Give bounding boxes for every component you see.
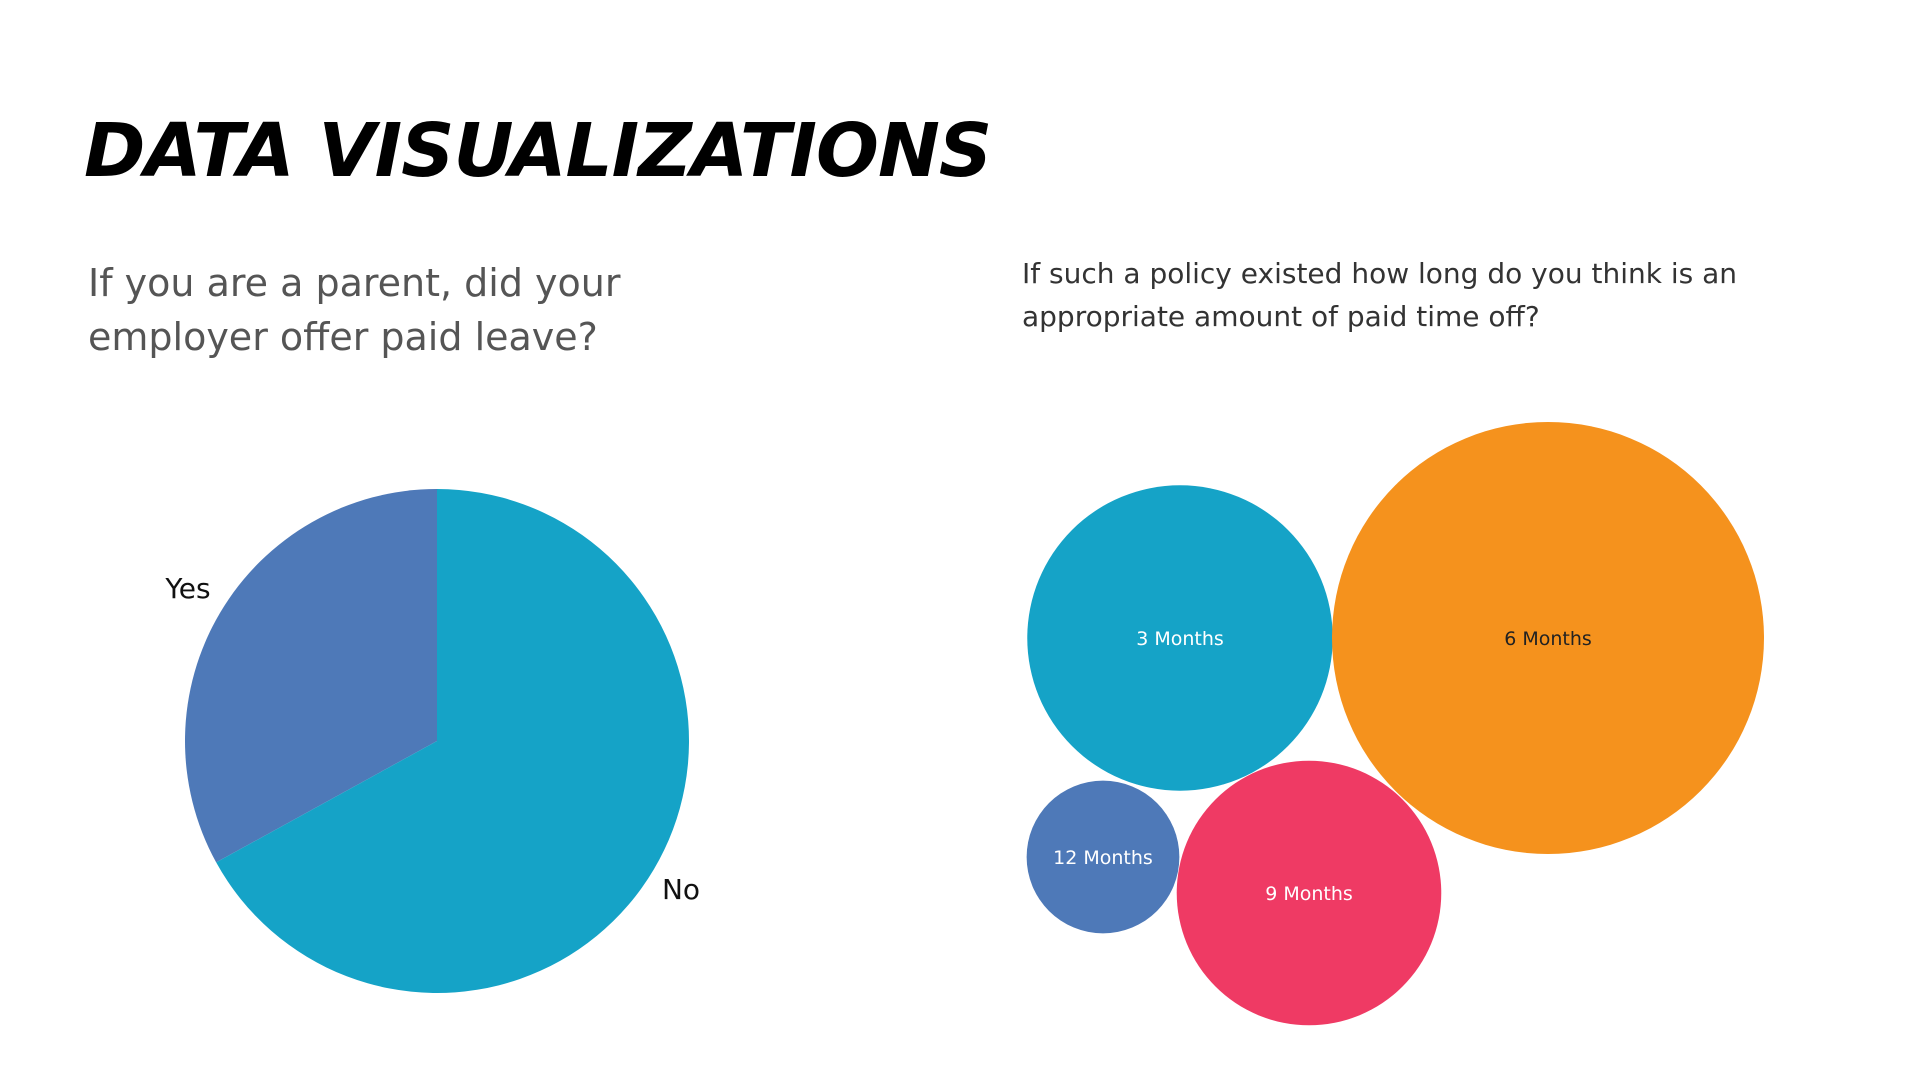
bubble-chart: 3 Months 6 Months 9 Months 12 Months xyxy=(1026,422,1764,1026)
pie-slice-yes xyxy=(184,489,437,863)
pie-chart-title: If you are a parent, did your employer o… xyxy=(88,261,621,359)
bubble-label-6-months: 6 Months xyxy=(1504,628,1592,650)
pie-label-yes: Yes xyxy=(164,572,210,605)
pie-label-no: No xyxy=(662,873,700,906)
bubble-label-3-months: 3 Months xyxy=(1136,628,1224,650)
bubble-6-months xyxy=(1332,422,1764,854)
page-title: DATA VISUALIZATIONS xyxy=(84,108,992,194)
bubble-3-months xyxy=(1027,485,1333,791)
bubble-12-months xyxy=(1026,780,1180,934)
bubble-chart-title: If such a policy existed how long do you… xyxy=(1022,257,1738,333)
bubble-9-months xyxy=(1176,760,1442,1026)
bubble-label-12-months: 12 Months xyxy=(1053,847,1153,869)
bubble-label-9-months: 9 Months xyxy=(1265,883,1353,905)
pie-slice-no xyxy=(216,489,689,993)
pie-chart: Yes No xyxy=(164,489,700,993)
